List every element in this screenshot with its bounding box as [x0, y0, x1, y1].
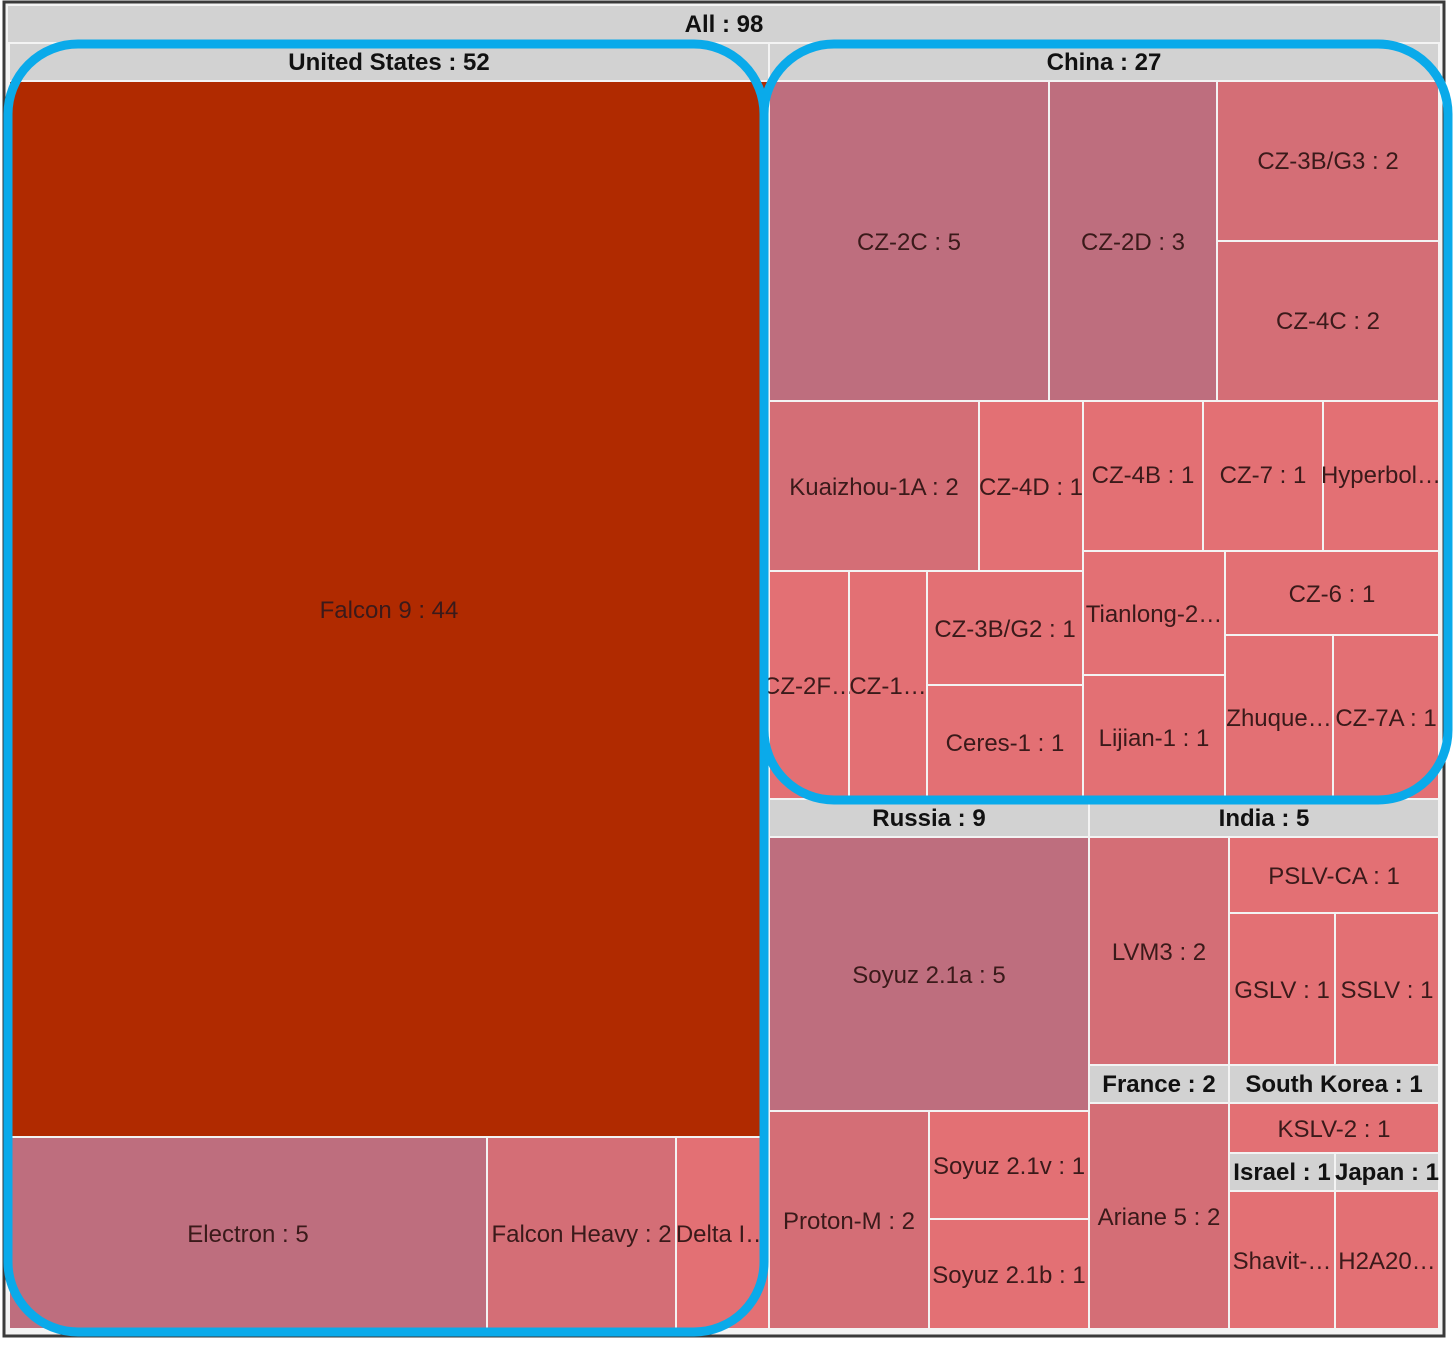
- group-russia-header-label: Russia : 9: [872, 805, 985, 832]
- treemap-cell-label-cz6: CZ-6 : 1: [1289, 581, 1376, 608]
- group-skorea-header-label: South Korea : 1: [1245, 1071, 1422, 1098]
- treemap-cell-label-gslv: GSLV : 1: [1234, 977, 1330, 1004]
- group-us-header: [10, 44, 768, 80]
- treemap-cell-cz3bg2[interactable]: [928, 572, 1082, 684]
- treemap-cell-label-hyperbola: Hyperbol…: [1321, 462, 1441, 489]
- group-japan-header: [1336, 1154, 1438, 1190]
- highlight-outline-china: [759, 39, 1453, 805]
- treemap-cell-label-cz2d: CZ-2D : 3: [1081, 229, 1185, 256]
- treemap-cell-label-cz4b: CZ-4B : 1: [1092, 462, 1195, 489]
- treemap-cell-label-ceres: Ceres-1 : 1: [946, 730, 1065, 757]
- treemap-cell-label-cz7: CZ-7 : 1: [1220, 462, 1307, 489]
- treemap-cell-soyuz21v[interactable]: [930, 1112, 1088, 1218]
- treemap-cell-cz6[interactable]: [1226, 552, 1438, 634]
- treemap-cell-label-cz2f: CZ-2F…: [763, 673, 855, 700]
- treemap-cell-label-pslvca: PSLV-CA : 1: [1268, 863, 1400, 890]
- treemap-cell-kuaizhou[interactable]: [770, 402, 978, 570]
- treemap-cell-lvm3[interactable]: [1090, 838, 1228, 1064]
- treemap-cell-label-ariane5: Ariane 5 : 2: [1098, 1204, 1221, 1231]
- treemap-cell-label-falcon9: Falcon 9 : 44: [320, 597, 459, 624]
- treemap-cell-label-cz2c: CZ-2C : 5: [857, 229, 961, 256]
- treemap-cell-cz3bg3[interactable]: [1218, 82, 1438, 240]
- treemap-cell-label-kslv2: KSLV-2 : 1: [1278, 1116, 1391, 1143]
- treemap-cell-pslvca[interactable]: [1230, 838, 1438, 912]
- group-france-header-label: France : 2: [1102, 1071, 1215, 1098]
- treemap-cell-label-cz4d: CZ-4D : 1: [979, 474, 1083, 501]
- group-us-header-label: United States : 52: [288, 49, 489, 76]
- treemap-cell-protonm[interactable]: [770, 1112, 928, 1328]
- treemap-cell-cz2c[interactable]: [770, 82, 1048, 400]
- group-china-header-label: China : 27: [1047, 49, 1162, 76]
- group-india-header-label: India : 5: [1219, 805, 1310, 832]
- treemap-cell-cz1[interactable]: [850, 572, 926, 798]
- treemap-cell-cz7a[interactable]: [1334, 636, 1438, 798]
- treemap-cell-label-cz4c: CZ-4C : 2: [1276, 308, 1380, 335]
- treemap-cell-cz7[interactable]: [1204, 402, 1322, 550]
- group-india-header: [1090, 800, 1438, 836]
- treemap-cell-cz4d[interactable]: [980, 402, 1082, 570]
- group-israel-header: [1230, 1154, 1334, 1190]
- treemap-cell-label-zhuque: Zhuque…: [1226, 705, 1331, 732]
- treemap-cell-lijian[interactable]: [1084, 676, 1224, 798]
- treemap-cell-label-lvm3: LVM3 : 2: [1112, 939, 1206, 966]
- treemap-cell-cz2f[interactable]: [770, 572, 848, 798]
- treemap-cell-label-soyuz21a: Soyuz 2.1a : 5: [852, 962, 1005, 989]
- treemap-cell-label-cz3bg2: CZ-3B/G2 : 1: [934, 616, 1075, 643]
- treemap-cell-label-cz1: CZ-1…: [849, 673, 926, 700]
- treemap-cell-ariane5[interactable]: [1090, 1104, 1228, 1328]
- treemap-cell-label-kuaizhou: Kuaizhou-1A : 2: [789, 474, 958, 501]
- treemap-cell-label-cz3bg3: CZ-3B/G3 : 2: [1257, 148, 1398, 175]
- treemap-cell-falconheavy[interactable]: [488, 1138, 675, 1328]
- treemap-cell-label-cz7a: CZ-7A : 1: [1335, 705, 1436, 732]
- treemap-cell-label-lijian: Lijian-1 : 1: [1099, 725, 1210, 752]
- group-israel-header-label: Israel : 1: [1233, 1159, 1330, 1186]
- treemap-cell-falcon9[interactable]: [10, 82, 768, 1136]
- treemap-cell-label-protonm: Proton-M : 2: [783, 1208, 915, 1235]
- root-header: [8, 6, 1440, 42]
- treemap-cell-ceres[interactable]: [928, 686, 1082, 798]
- treemap-cell-cz4c[interactable]: [1218, 242, 1438, 400]
- treemap-cell-shavit[interactable]: [1230, 1192, 1334, 1328]
- treemap-cell-soyuz21a[interactable]: [770, 838, 1088, 1110]
- treemap-cell-electron[interactable]: [10, 1138, 486, 1328]
- group-france-header: [1090, 1066, 1228, 1102]
- root-header-label: All : 98: [685, 11, 764, 38]
- group-russia-header: [770, 800, 1088, 836]
- treemap-cell-kslv2[interactable]: [1230, 1104, 1438, 1152]
- treemap-cell-h2a[interactable]: [1336, 1192, 1438, 1328]
- treemap-cell-label-falconheavy: Falcon Heavy : 2: [491, 1221, 671, 1248]
- treemap-cell-cz4b[interactable]: [1084, 402, 1202, 550]
- treemap-cell-label-delta: Delta I…: [676, 1221, 769, 1248]
- treemap-cell-soyuz21b[interactable]: [930, 1220, 1088, 1328]
- treemap-cell-tianlong[interactable]: [1084, 552, 1224, 674]
- treemap-cell-label-shavit: Shavit-…: [1233, 1248, 1332, 1275]
- treemap-cell-label-soyuz21b: Soyuz 2.1b : 1: [932, 1262, 1085, 1289]
- treemap-cell-gslv[interactable]: [1230, 914, 1334, 1064]
- treemap-cell-sslv[interactable]: [1336, 914, 1438, 1064]
- group-china-header: [770, 44, 1438, 80]
- treemap-cell-zhuque[interactable]: [1226, 636, 1332, 798]
- group-japan-header-label: Japan : 1: [1335, 1159, 1439, 1186]
- treemap-cell-label-sslv: SSLV : 1: [1341, 977, 1434, 1004]
- treemap-cell-label-soyuz21v: Soyuz 2.1v : 1: [933, 1153, 1085, 1180]
- treemap-cell-label-h2a: H2A20…: [1338, 1248, 1435, 1275]
- treemap-cell-label-electron: Electron : 5: [187, 1221, 308, 1248]
- group-skorea-header: [1230, 1066, 1438, 1102]
- treemap-cell-cz2d[interactable]: [1050, 82, 1216, 400]
- treemap-cell-hyperbola[interactable]: [1324, 402, 1438, 550]
- treemap-cell-label-tianlong: Tianlong-2…: [1086, 601, 1223, 628]
